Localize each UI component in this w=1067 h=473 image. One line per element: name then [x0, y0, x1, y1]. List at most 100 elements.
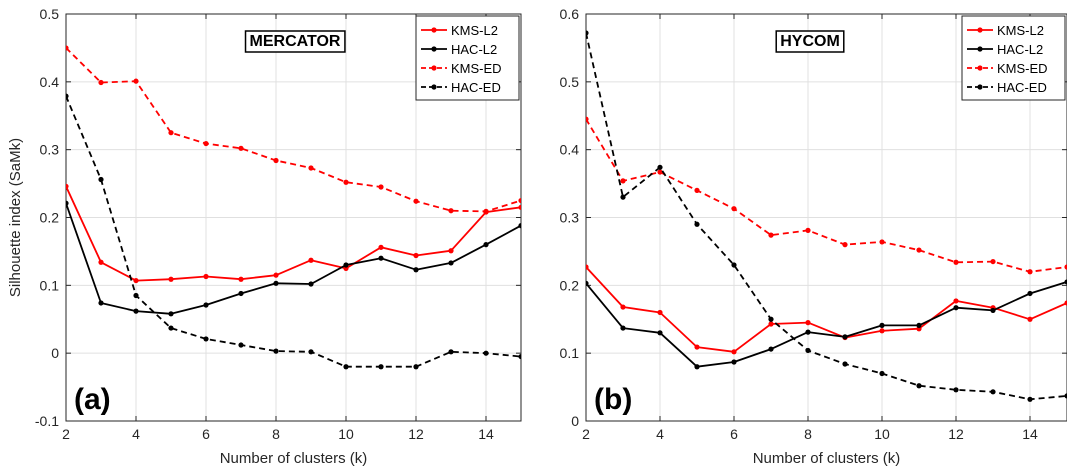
data-point-kms-l2 [620, 304, 626, 310]
legend-entry-kms-l2: KMS-L2 [997, 23, 1044, 38]
y-tick-label: 0.1 [560, 345, 580, 361]
x-tick-label: 4 [656, 426, 664, 442]
x-tick-label: 10 [338, 426, 354, 442]
data-point-hac-l2 [916, 322, 922, 328]
data-point-hac-l2 [98, 300, 104, 306]
data-point-kms-ed [378, 184, 384, 190]
x-axis-label: Number of clusters (k) [753, 450, 901, 467]
panel-title: MERCATOR [250, 33, 341, 50]
x-tick-label: 8 [804, 426, 812, 442]
x-tick-label: 2 [582, 426, 590, 442]
legend-marker-hac-l2 [431, 46, 437, 52]
legend-entry-hac-ed: HAC-ED [451, 80, 501, 95]
panel-title-box [775, 30, 845, 53]
data-point-hac-ed [448, 349, 454, 355]
series-line-hac-l2 [66, 203, 521, 315]
data-point-hac-ed [768, 316, 774, 322]
data-point-kms-l2 [768, 321, 774, 327]
series-line-kms-ed [586, 118, 1067, 273]
data-point-kms-l2 [953, 298, 959, 304]
data-point-kms-l2 [98, 259, 104, 265]
x-tick-label: 8 [272, 426, 280, 442]
data-point-kms-ed [518, 197, 521, 204]
data-point-kms-l2 [694, 344, 700, 350]
data-point-kms-l2 [448, 248, 454, 254]
data-point-hac-ed [378, 364, 384, 370]
data-point-hac-ed [238, 342, 244, 348]
data-point-kms-l2 [378, 244, 384, 250]
series-line-kms-l2 [586, 266, 1067, 353]
data-point-hac-l2 [842, 334, 848, 340]
data-point-kms-ed [916, 247, 922, 253]
legend-marker-kms-ed [977, 65, 983, 71]
series-line-hac-ed [66, 95, 521, 368]
x-axis-label: Number of clusters (k) [220, 450, 368, 467]
data-point-hac-ed [98, 176, 104, 183]
data-point-hac-l2 [657, 330, 663, 336]
series-group [586, 30, 1067, 402]
legend-entry-kms-l2: KMS-L2 [451, 23, 498, 38]
legend: KMS-L2 HAC-L2 KMS-ED HAC-ED [415, 15, 520, 101]
data-point-hac-l2 [990, 307, 996, 314]
data-point-hac-ed [916, 383, 922, 389]
x-tick-label: 4 [132, 426, 140, 442]
data-point-hac-ed [805, 347, 811, 354]
data-point-kms-ed [620, 178, 626, 184]
data-point-kms-l2 [879, 328, 885, 334]
data-point-kms-ed [1064, 264, 1067, 270]
data-point-hac-l2 [133, 308, 139, 314]
data-point-hac-ed [953, 387, 959, 393]
data-point-kms-ed [308, 165, 314, 171]
data-point-hac-l2 [805, 329, 811, 335]
y-tick-label: 0.5 [40, 6, 60, 22]
series-line-kms-ed [66, 47, 521, 213]
x-tick-label: 14 [478, 426, 494, 442]
y-tick-label: 0.6 [560, 6, 580, 22]
data-point-kms-ed [879, 239, 885, 245]
data-point-hac-ed [413, 364, 419, 370]
data-point-kms-ed [842, 242, 848, 248]
data-point-hac-l2 [1027, 290, 1033, 297]
data-point-kms-ed [203, 140, 209, 147]
data-point-hac-l2 [1064, 279, 1067, 285]
data-point-hac-ed [842, 361, 848, 367]
data-point-hac-ed [694, 221, 700, 227]
data-point-hac-ed [518, 353, 521, 360]
x-tick-label: 6 [730, 426, 738, 442]
series-line-kms-l2 [66, 185, 521, 282]
y-tick-label: 0.4 [40, 74, 60, 90]
legend-entry-hac-ed: HAC-ED [997, 80, 1047, 95]
legend-marker-kms-l2 [977, 27, 983, 33]
series-line-hac-ed [586, 32, 1067, 401]
data-point-kms-ed [98, 79, 104, 86]
data-point-hac-l2 [378, 255, 384, 261]
x-tick-label: 10 [874, 426, 890, 442]
y-tick-label: -0.1 [35, 413, 59, 429]
data-point-kms-l2 [413, 252, 419, 259]
y-tick-label: 0.3 [40, 142, 60, 158]
data-point-kms-ed [990, 258, 996, 265]
panel-label: (a) [74, 383, 111, 416]
data-point-hac-l2 [879, 322, 885, 328]
data-point-kms-ed [133, 78, 139, 84]
x-tick-label: 14 [1022, 426, 1038, 442]
legend-marker-kms-l2 [431, 27, 437, 33]
data-point-hac-ed [1027, 396, 1033, 402]
y-tick-label: 0.2 [40, 210, 60, 226]
legend-marker-kms-ed [431, 65, 437, 71]
x-tick-label: 2 [62, 426, 70, 442]
data-point-hac-ed [657, 164, 663, 170]
data-point-kms-l2 [731, 349, 737, 355]
data-point-kms-ed [694, 187, 700, 193]
data-point-hac-ed [66, 93, 69, 99]
data-point-kms-l2 [805, 320, 811, 326]
data-point-hac-l2 [953, 305, 959, 311]
x-tick-label: 12 [948, 426, 964, 442]
y-tick-label: 0.4 [560, 142, 580, 158]
data-point-kms-ed [448, 208, 454, 214]
data-point-kms-l2 [308, 257, 314, 263]
data-point-hac-ed [483, 350, 489, 356]
y-tick-label: 0.1 [40, 277, 60, 293]
panel-title-box [244, 30, 346, 53]
